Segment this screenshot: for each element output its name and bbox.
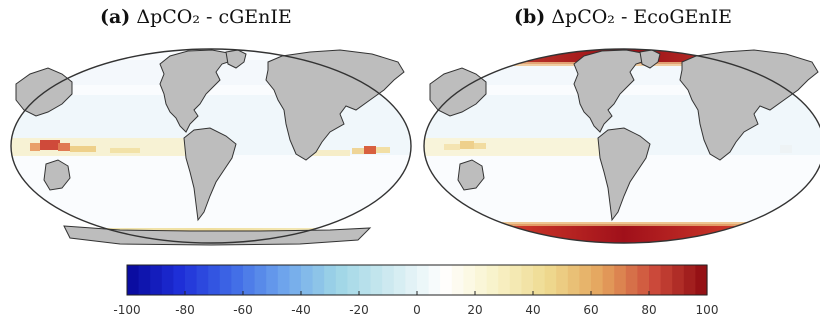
colorbar-cell [683,265,696,295]
panel-b-title-text: ΔpCO₂ - EcoGEnIE [551,6,733,28]
panel-b-label: (b) [514,6,546,28]
panel-a-hotspot-east [364,146,376,154]
panel-a-eurasia-africa [265,49,405,161]
colorbar-cell [451,265,464,295]
colorbar-tick-label: -100 [113,303,140,317]
panel-b-eurasia-africa [679,49,819,161]
colorbar-cell [312,265,325,295]
panel-a-land [15,49,405,246]
colorbar-cell [672,265,685,295]
colorbar-cell [219,265,232,295]
colorbar-cell [533,265,546,295]
panel-a-title-text: ΔpCO₂ - cGEnIE [136,6,292,28]
panel-a-outline [10,48,412,244]
colorbar-cell [243,265,256,295]
colorbar-cell [649,265,662,295]
colorbar-cell [335,265,348,295]
panel-a-southwest-island [43,159,71,191]
map-panel-a [10,48,412,246]
colorbar: -100 -80 -60 -40 -20 0 20 40 60 80 100 [113,264,718,317]
colorbar-cells [127,265,708,295]
colorbar-cell [509,265,522,295]
panel-b-southwest-island [457,159,485,191]
colorbar-tick-label: 20 [467,303,482,317]
colorbar-cell [544,265,557,295]
colorbar-cell [324,265,337,295]
panel-a-antarctica [63,225,372,246]
colorbar-cell [475,265,488,295]
colorbar-cell [347,265,360,295]
colorbar-tick-label: 100 [696,303,719,317]
colorbar-cell [521,265,534,295]
colorbar-tick-label: 80 [641,303,656,317]
colorbar-cell [405,265,418,295]
colorbar-cell [486,265,499,295]
colorbar-cell [127,265,140,295]
colorbar-cell [138,265,151,295]
panel-a-title: (a) ΔpCO₂ - cGEnIE [100,6,292,28]
panel-a-south-america [183,127,237,222]
colorbar-cell [591,265,604,295]
colorbar-cell [185,265,198,295]
colorbar-tick-label: -80 [175,303,195,317]
colorbar-tick-label: -20 [349,303,369,317]
colorbar-tick-label: -60 [233,303,253,317]
panel-a-hotspot-west [40,140,60,150]
panel-b-south-america [597,127,651,222]
colorbar-cell [393,265,406,295]
colorbar-cell [161,265,174,295]
colorbar-cell [208,265,221,295]
panel-b-north-america [573,49,649,133]
colorbar-tick-label: 0 [413,303,421,317]
panel-a-label: (a) [100,6,131,28]
colorbar-tick-label: 40 [525,303,540,317]
colorbar-cell [289,265,302,295]
colorbar-ticks: -100 -80 -60 -40 -20 0 20 40 60 80 100 [113,291,718,317]
colorbar-tick-label: -40 [291,303,311,317]
colorbar-cell [382,265,395,295]
colorbar-cell [277,265,290,295]
colorbar-cell [614,265,627,295]
colorbar-cell [579,265,592,295]
colorbar-cell [637,265,650,295]
colorbar-cell [301,265,314,295]
colorbar-cell [695,265,708,295]
colorbar-cell [625,265,638,295]
colorbar-cell [196,265,209,295]
colorbar-cell [556,265,569,295]
colorbar-cell [417,265,430,295]
map-panel-b [423,48,820,244]
colorbar-cell [463,265,476,295]
colorbar-cell [254,265,267,295]
colorbar-cell [173,265,186,295]
panel-b-land [429,49,819,222]
colorbar-cell [428,265,441,295]
colorbar-cell [660,265,673,295]
colorbar-cell [440,265,453,295]
colorbar-cell [231,265,244,295]
colorbar-tick-label: 60 [583,303,598,317]
colorbar-cell [150,265,163,295]
panel-b-southern-ocean [424,224,820,243]
colorbar-cell [266,265,279,295]
panel-a-north-america [159,49,235,133]
colorbar-cell [370,265,383,295]
panel-b-title: (b) ΔpCO₂ - EcoGEnIE [514,6,732,28]
colorbar-cell [567,265,580,295]
colorbar-cell [359,265,372,295]
colorbar-cell [498,265,511,295]
panel-b-outline [423,48,820,244]
colorbar-cell [602,265,615,295]
